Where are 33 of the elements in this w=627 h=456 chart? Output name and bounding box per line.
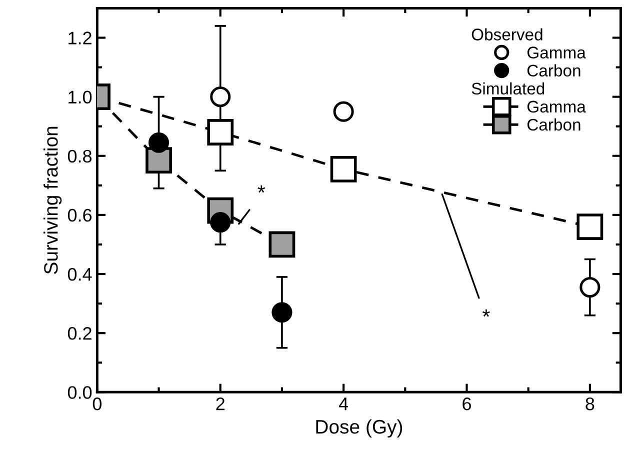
point <box>576 214 604 240</box>
point <box>210 86 231 108</box>
point <box>146 147 172 174</box>
y-tick-label: 0.2 <box>68 327 92 340</box>
point <box>333 101 354 122</box>
y-tick-label: 0.8 <box>68 150 92 163</box>
x-tick-label: 0 <box>92 398 102 410</box>
y-tick-label: 1.0 <box>68 90 92 104</box>
y-tick-label: 1.2 <box>68 32 92 44</box>
x-tick-label: 2 <box>216 398 224 410</box>
annotation: Simulated <box>472 82 544 95</box>
point <box>148 132 170 153</box>
legend-label: Gamma <box>527 46 586 58</box>
x-tick-label: 8 <box>586 398 594 410</box>
point <box>272 302 292 323</box>
y-tick-label: 0.6 <box>68 208 92 222</box>
legend-label: Gamma <box>527 100 586 113</box>
point <box>330 156 357 182</box>
x-tick-label: 4 <box>338 398 348 410</box>
legend-label: Carbon <box>527 118 580 131</box>
x-tick-label: 6 <box>462 398 471 410</box>
y-tick-label: 0.0 <box>68 386 92 399</box>
y-tick-label: 0.4 <box>68 268 92 281</box>
y-axis-title: Surviving fraction <box>44 126 62 274</box>
annotation: Observed <box>472 28 542 40</box>
legend-label: Carbon <box>527 64 580 77</box>
x-axis-title: Dose (Gy) <box>316 419 402 438</box>
point <box>207 119 234 146</box>
point <box>268 231 296 258</box>
point <box>580 277 600 298</box>
annotation: * <box>258 185 266 193</box>
annotation: * <box>482 309 490 317</box>
point <box>210 212 231 233</box>
